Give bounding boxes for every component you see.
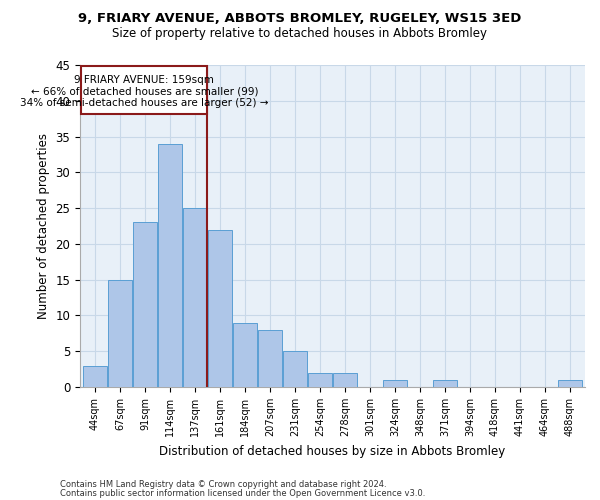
Bar bbox=[308, 373, 332, 387]
Bar bbox=[558, 380, 582, 387]
Text: ← 66% of detached houses are smaller (99): ← 66% of detached houses are smaller (99… bbox=[31, 86, 258, 97]
Text: Contains public sector information licensed under the Open Government Licence v3: Contains public sector information licen… bbox=[60, 490, 425, 498]
Bar bbox=[183, 208, 207, 387]
X-axis label: Distribution of detached houses by size in Abbots Bromley: Distribution of detached houses by size … bbox=[160, 444, 506, 458]
Bar bbox=[333, 373, 357, 387]
Bar bbox=[258, 330, 282, 387]
Text: 9, FRIARY AVENUE, ABBOTS BROMLEY, RUGELEY, WS15 3ED: 9, FRIARY AVENUE, ABBOTS BROMLEY, RUGELE… bbox=[79, 12, 521, 26]
Bar bbox=[133, 222, 157, 387]
Bar bbox=[233, 322, 257, 387]
Bar bbox=[208, 230, 232, 387]
Bar bbox=[433, 380, 457, 387]
Text: 34% of semi-detached houses are larger (52) →: 34% of semi-detached houses are larger (… bbox=[20, 98, 269, 108]
Bar bbox=[158, 144, 182, 387]
Text: 9 FRIARY AVENUE: 159sqm: 9 FRIARY AVENUE: 159sqm bbox=[74, 75, 214, 85]
Bar bbox=[83, 366, 107, 387]
Y-axis label: Number of detached properties: Number of detached properties bbox=[37, 133, 50, 319]
Text: Contains HM Land Registry data © Crown copyright and database right 2024.: Contains HM Land Registry data © Crown c… bbox=[60, 480, 386, 489]
Bar bbox=[108, 280, 132, 387]
FancyBboxPatch shape bbox=[81, 66, 208, 114]
Bar bbox=[283, 352, 307, 387]
Bar bbox=[383, 380, 407, 387]
Text: Size of property relative to detached houses in Abbots Bromley: Size of property relative to detached ho… bbox=[113, 28, 487, 40]
